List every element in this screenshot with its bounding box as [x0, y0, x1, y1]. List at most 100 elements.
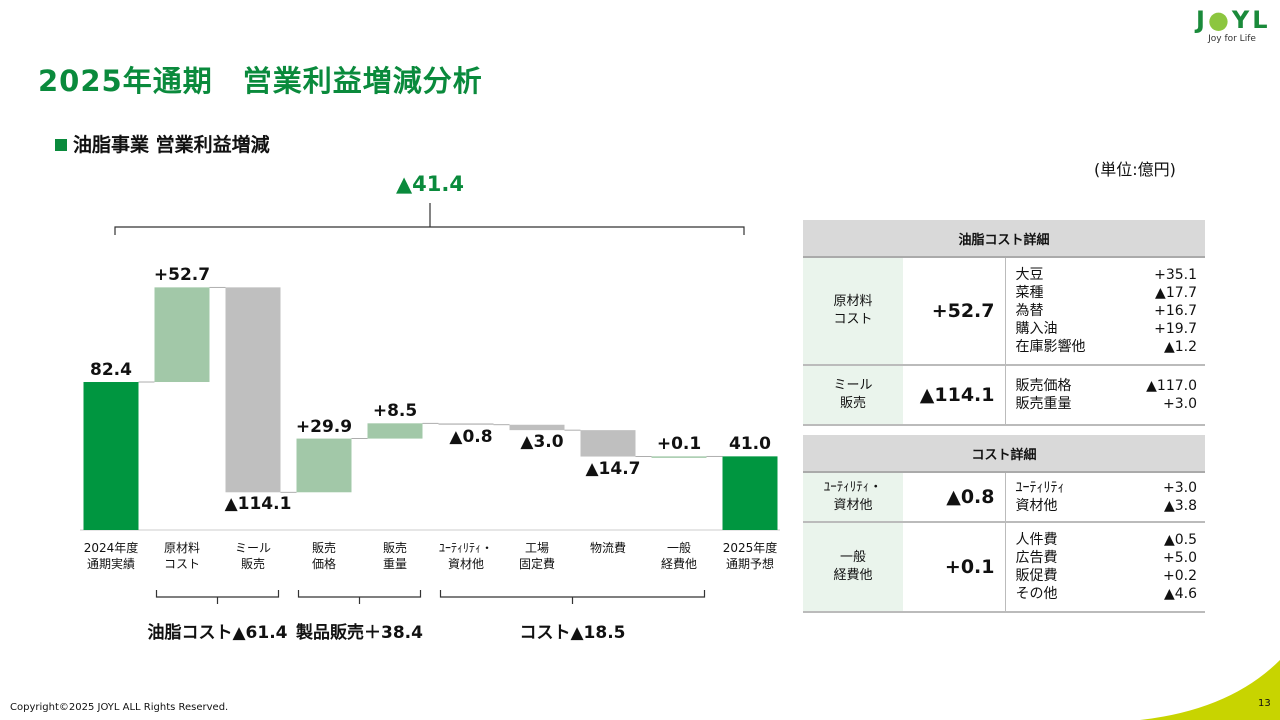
logo-tagline: Joy for Life [1208, 34, 1256, 44]
table-row: ﾕｰﾃｨﾘﾃｨ・ 資材他 ▲0.8 ﾕｰﾃｨﾘﾃｨ +3.0 資材他 ▲3.8 [803, 472, 1205, 523]
detail-item: 為替 +16.7 [1016, 302, 1198, 320]
corner-swoosh-decoration [1140, 660, 1280, 720]
detail-value: ▲17.7 [1155, 285, 1197, 301]
group-label: コスト▲18.5 [519, 623, 626, 643]
bar-1 [154, 287, 210, 383]
detail-value: ▲1.2 [1163, 339, 1197, 355]
bar-value-label: ▲0.8 [449, 426, 493, 447]
table-header: コスト詳細 [803, 435, 1205, 473]
detail-item: 販売価格 ▲117.0 [1016, 377, 1198, 395]
page-title: 2025年通期 営業利益増減分析 [38, 64, 483, 98]
row-key: 一般 経費他 [803, 522, 903, 613]
section-subtitle: 油脂事業 営業利益増減 [55, 130, 270, 157]
table-header: 油脂コスト詳細 [803, 220, 1205, 258]
detail-value: ▲3.8 [1163, 498, 1197, 514]
row-key: 原材料 コスト [803, 257, 903, 366]
group-bracket [155, 590, 280, 604]
bar-5 [438, 423, 494, 425]
joyl-logo: J●YL Joy for Life [1196, 6, 1268, 44]
copyright: Copyright©2025 JOYL ALL Rights Reserved. [10, 702, 229, 713]
detail-item: 在庫影響他 ▲1.2 [1016, 338, 1198, 356]
detail-value: +35.1 [1154, 267, 1197, 283]
detail-label: 購入油 [1015, 321, 1058, 337]
bar-7 [580, 430, 636, 457]
bar-6 [509, 424, 565, 431]
detail-value: +0.2 [1163, 568, 1197, 584]
category-label: 物流費 [589, 541, 626, 555]
detail-value: +3.0 [1163, 396, 1197, 412]
group-label: 製品販売＋38.4 [296, 623, 423, 643]
category-label: ﾕｰﾃｨﾘﾃｨ・ 資材他 [438, 541, 493, 571]
detail-item: ﾕｰﾃｨﾘﾃｨ +3.0 [1016, 479, 1198, 497]
category-label: 2025年度 通期予想 [722, 541, 778, 571]
unit-label: (単位:億円) [1094, 160, 1176, 179]
group-label: 油脂コスト▲61.4 [147, 623, 288, 643]
table-row: 原材料 コスト +52.7 大豆 +35.1 菜種 ▲17.7 為替 +16.7 購入油 +19.… [803, 257, 1205, 366]
bar-value-label: +52.7 [153, 265, 211, 286]
detail-value: ▲4.6 [1163, 586, 1197, 602]
bar-value-label: +0.1 [656, 434, 702, 455]
oil-cost-detail-table: 油脂コスト詳細 原材料 コスト +52.7 大豆 +35.1 菜種 ▲17.7 為替 +16.7… [803, 220, 1205, 426]
total-bracket [114, 203, 745, 235]
category-label: 2024年度 通期実績 [83, 541, 139, 571]
category-label: 原材料 コスト [163, 541, 200, 571]
bar-value-label: ▲3.0 [520, 432, 564, 453]
detail-label: 販売重量 [1015, 396, 1072, 412]
logo-mark: J●YL [1196, 6, 1271, 34]
bar-9 [722, 456, 778, 530]
bar-2 [225, 287, 281, 493]
detail-value: +19.7 [1154, 321, 1197, 337]
category-label: 工場 固定費 [518, 541, 555, 571]
detail-label: ﾕｰﾃｨﾘﾃｨ [1015, 480, 1065, 496]
detail-item: 人件費 ▲0.5 [1016, 531, 1198, 549]
detail-label: 為替 [1015, 303, 1044, 319]
detail-value: ▲0.5 [1163, 532, 1197, 548]
bar-4 [367, 423, 423, 439]
row-value: +0.1 [903, 522, 1006, 613]
detail-label: 大豆 [1015, 267, 1044, 283]
detail-item: 資材他 ▲3.8 [1016, 497, 1198, 515]
row-key: ミール 販売 [803, 365, 903, 426]
detail-value: +3.0 [1163, 480, 1197, 496]
row-value: ▲114.1 [903, 365, 1006, 426]
group-bracket [439, 590, 706, 604]
subtitle-text: 油脂事業 営業利益増減 [73, 134, 270, 156]
detail-value: ▲117.0 [1146, 378, 1197, 394]
detail-item: 広告費 +5.0 [1016, 549, 1198, 567]
detail-item: 販売重量 +3.0 [1016, 395, 1198, 413]
row-value: +52.7 [903, 257, 1006, 366]
detail-label: 広告費 [1015, 550, 1058, 566]
row-key: ﾕｰﾃｨﾘﾃｨ・ 資材他 [803, 472, 903, 523]
detail-item: その他 ▲4.6 [1016, 585, 1198, 603]
table-row: 一般 経費他 +0.1 人件費 ▲0.5 広告費 +5.0 販促費 +0.2 その他 ▲4.6 [803, 522, 1205, 613]
page-number: 13 [1258, 698, 1271, 709]
detail-item: 販促費 +0.2 [1016, 567, 1198, 585]
bar-3 [296, 438, 352, 493]
detail-label: 在庫影響他 [1015, 339, 1086, 355]
bar-value-label: 82.4 [90, 360, 132, 380]
group-bracket [297, 590, 422, 604]
bar-8 [651, 456, 707, 458]
detail-label: 人件費 [1015, 532, 1058, 548]
detail-label: 販売価格 [1015, 378, 1072, 394]
bullet-square-icon [55, 139, 67, 151]
category-label: 販売 価格 [311, 541, 336, 571]
detail-value: +5.0 [1163, 550, 1197, 566]
table-row: ミール 販売 ▲114.1 販売価格 ▲117.0 販売重量 +3.0 [803, 365, 1205, 426]
cost-detail-table: コスト詳細 ﾕｰﾃｨﾘﾃｨ・ 資材他 ▲0.8 ﾕｰﾃｨﾘﾃｨ +3.0 資材他 ▲3.8 一… [803, 435, 1205, 613]
detail-label: 菜種 [1015, 285, 1044, 301]
bar-value-label: +29.9 [295, 416, 353, 437]
category-label: 販売 重量 [382, 541, 407, 571]
detail-item: 大豆 +35.1 [1016, 266, 1198, 284]
bar-value-label: ▲14.7 [585, 458, 641, 479]
bar-value-label: +8.5 [372, 401, 418, 422]
bar-value-label: ▲114.1 [224, 494, 292, 515]
total-change-label: ▲41.4 [396, 172, 464, 196]
detail-label: 資材他 [1015, 498, 1058, 514]
detail-label: 販促費 [1015, 568, 1058, 584]
bar-0 [83, 382, 139, 530]
row-value: ▲0.8 [903, 472, 1006, 523]
bar-value-label: 41.0 [729, 434, 771, 455]
detail-item: 菜種 ▲17.7 [1016, 284, 1198, 302]
waterfall-chart [80, 203, 780, 604]
